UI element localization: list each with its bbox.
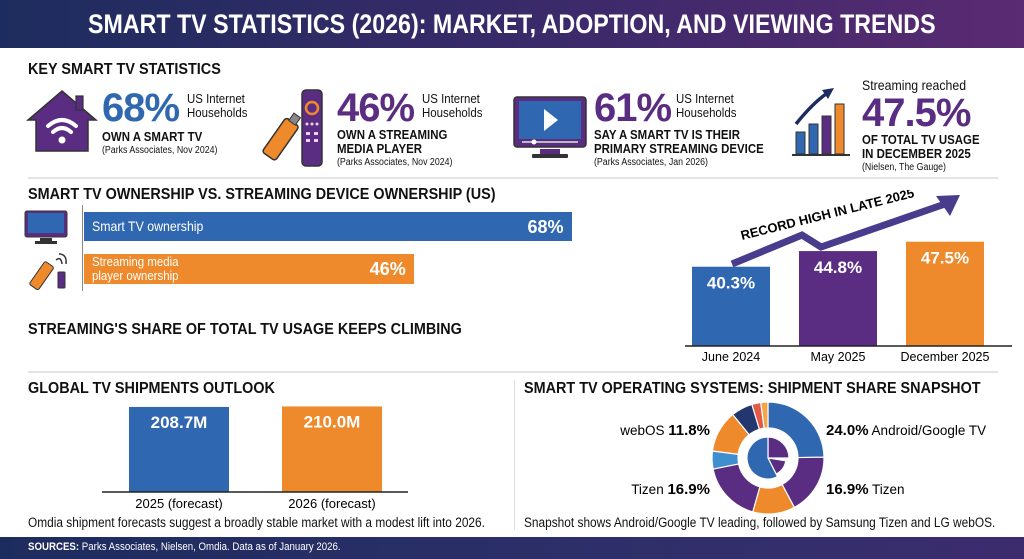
shipments-title: GLOBAL TV SHIPMENTS OUTLOOK [28, 380, 275, 397]
slice-label: Tizen 16.9% [631, 481, 710, 498]
stat-unit: Households [676, 105, 737, 120]
bar-value-label: 68% [527, 217, 564, 237]
stat-label: MEDIA PLAYER [337, 141, 422, 156]
bar: Streaming media player ownership 46% [84, 254, 414, 284]
header-banner: SMART TV STATISTICS (2026): MARKET, ADOP… [0, 0, 1024, 48]
stat-label: OF TOTAL TV USAGE [862, 132, 980, 147]
trend-arrow [730, 200, 947, 268]
stat-unit: US Internet [422, 91, 480, 106]
os-title: SMART TV OPERATING SYSTEMS: SHIPMENT SHA… [524, 380, 981, 397]
stat-value: 61% [594, 86, 672, 130]
bar [129, 406, 229, 492]
usage-annotation: RECORD HIGH IN LATE 2025 [739, 190, 916, 243]
bar [282, 406, 382, 492]
bar-value-label: 208.7M [151, 413, 208, 432]
growth-chart-icon [792, 88, 850, 156]
shipments-bar-chart: 208.7M 2025 (forecast) 210.0M 2026 (forecas… [102, 406, 408, 511]
os-caption: Snapshot shows Android/Google TV leading… [524, 515, 996, 530]
usage-title: STREAMING'S SHARE OF TOTAL TV USAGE KEEP… [28, 321, 462, 338]
stat-label: PRIMARY STREAMING DEVICE [594, 141, 764, 156]
bar-value-label: 47.5% [921, 249, 969, 268]
ownership-title: SMART TV OWNERSHIP VS. STREAMING DEVICE … [28, 186, 496, 203]
house-wifi-icon [26, 90, 98, 152]
footer-label: SOURCES: [28, 541, 80, 553]
stat-label: OWN A STREAMING [337, 127, 448, 142]
bar: Smart TV ownership 68% [84, 212, 572, 241]
bar [906, 241, 984, 346]
divider [514, 380, 515, 530]
bar [799, 251, 877, 346]
footer: SOURCES: Parks Associates, Nielsen, Omdi… [0, 537, 1024, 559]
bar-category-label: Streaming media player ownership [92, 254, 179, 283]
stat-value: 47.5% [862, 91, 971, 135]
stat-source: (Parks Associates, Nov 2024) [102, 145, 218, 156]
key-stats-title: KEY SMART TV STATISTICS [28, 61, 221, 78]
stat-unit: US Internet [676, 91, 734, 106]
shipments-caption: Omdia shipment forecasts suggest a broad… [28, 515, 485, 530]
arrow-head-icon [936, 195, 960, 216]
divider [28, 371, 998, 373]
stat-unit: Households [422, 105, 483, 120]
stat-unit: Households [187, 105, 248, 120]
page-title: SMART TV STATISTICS (2026): MARKET, ADOP… [88, 8, 936, 39]
stat-prefix: Streaming reached [862, 77, 967, 93]
bar [692, 266, 770, 346]
stat-value: 46% [337, 86, 415, 130]
streaming-stick-remote-icon [262, 89, 323, 167]
x-tick-label: June 2024 [702, 350, 760, 364]
bar-category-label: Smart TV ownership [92, 218, 204, 234]
x-tick-label: 2025 (forecast) [135, 496, 222, 511]
slice-label: 24.0% Android/Google TV [826, 422, 986, 439]
bar-value-label: 40.3% [707, 274, 755, 293]
x-tick-label: May 2025 [811, 350, 866, 364]
bar-value-label: 46% [369, 259, 406, 279]
x-tick-label: 2026 (forecast) [288, 496, 375, 511]
streaming-stick-icon [29, 253, 67, 291]
slice-label: webOS 11.8% [619, 422, 710, 439]
stat-source: (Nielsen, The Gauge) [862, 162, 946, 173]
divider [28, 177, 998, 179]
center-pie-slice [767, 436, 790, 459]
axis-line [82, 205, 83, 291]
x-tick-label: December 2025 [901, 350, 990, 364]
usage-bar-chart: 40.3% June 2024 44.8% May 2025 47.5% December… [685, 190, 1012, 364]
slice-label: 16.9% Tizen [826, 481, 905, 498]
center-pie-slice [746, 436, 779, 480]
stat-source: (Parks Associates, Jan 2026) [594, 157, 708, 168]
stat-value: 68% [102, 86, 180, 130]
stat-label: OWN A SMART TV [102, 129, 203, 144]
ownership-bar-chart: Smart TV ownership 68% Streaming media pla… [84, 212, 804, 292]
stat-source: (Parks Associates, Nov 2024) [337, 157, 453, 168]
slice-other [760, 401, 769, 429]
os-donut-chart: webOS 11.8% 24.0% Android/Google TV Tizen … [619, 401, 986, 515]
tv-play-icon [513, 96, 587, 158]
bar-value-label: 210.0M [304, 412, 361, 431]
stat-unit: US Internet [187, 91, 245, 106]
tv-icon [24, 210, 68, 244]
stat-label: IN DECEMBER 2025 [862, 146, 971, 161]
footer-text: Parks Associates, Nielsen, Omdia. Data a… [79, 541, 341, 553]
bar-value-label: 44.8% [814, 258, 862, 277]
stat-label: SAY A SMART TV IS THEIR [594, 127, 740, 142]
